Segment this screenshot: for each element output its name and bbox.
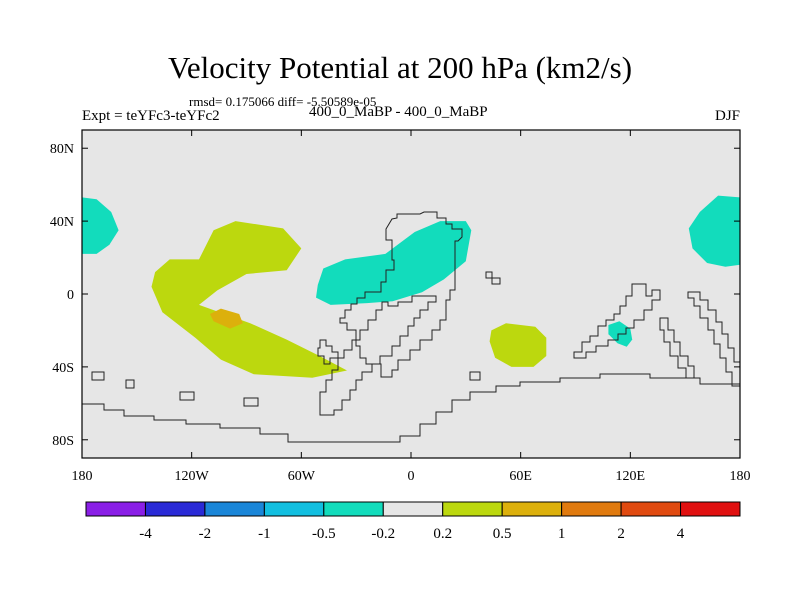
colorbar-swatch-10 [680, 501, 741, 517]
coastlines [82, 211, 741, 443]
colorbar-swatch-2 [204, 501, 265, 517]
coastline-islands [91, 371, 481, 407]
coastline-asia [485, 271, 501, 285]
y-tick-label-4: 80S [52, 434, 74, 449]
colorbar: -4 -2 -1 -0.5 -0.2 0.2 0.5 1 2 4 [85, 501, 741, 542]
colorbar-label-2: -1 [258, 526, 271, 542]
y-tick-label-0: 80N [50, 142, 74, 157]
colorbar-label-3: -0.5 [312, 526, 336, 542]
y-tick-label-2: 0 [67, 288, 74, 303]
colorbar-label-0: -4 [139, 526, 152, 542]
colorbar-swatch-9 [620, 501, 682, 517]
coastline-antarctica [82, 373, 740, 443]
colorbar-swatch-0 [85, 501, 146, 517]
experiment-names: 400_0_MaBP - 400_0_MaBP [309, 104, 488, 120]
colorbar-label-5: 0.2 [433, 526, 452, 542]
colorbar-label-4: -0.2 [371, 526, 395, 542]
x-tick-label-5: 120E [616, 469, 646, 484]
coastline-australia [687, 291, 741, 387]
x-tick-label-0: 180 [72, 469, 93, 484]
colorbar-swatch-5 [382, 501, 444, 517]
colorbar-swatch-1 [144, 501, 206, 517]
stats-line: rmsd= 0.175066 diff= -5.50589e-05 [189, 94, 377, 109]
colorbar-label-6: 0.5 [493, 526, 512, 542]
x-tick-label-6: 180 [730, 469, 751, 484]
x-tick-label-2: 60W [288, 469, 316, 484]
colorbar-swatch-4 [323, 501, 384, 517]
coastline-central-america [317, 339, 339, 365]
x-tick-label-1: 120W [175, 469, 210, 484]
colorbar-swatch-3 [263, 501, 325, 517]
y-tick-label-3: 40S [52, 361, 74, 376]
axis-ticks: 180 120W 60W 0 60E 120E 180 80N 40N 0 40S 80S [50, 130, 751, 484]
x-tick-label-4: 60E [509, 469, 532, 484]
colorbar-label-8: 2 [617, 526, 625, 542]
coastline-south-america [319, 295, 437, 416]
region-5 [489, 323, 547, 367]
colorbar-swatch-6 [442, 501, 503, 517]
region-4 [151, 221, 347, 378]
x-tick-label-3: 0 [408, 469, 415, 484]
region-6 [209, 308, 243, 329]
coastline-europe-africa [339, 211, 463, 378]
chart-title: Velocity Potential at 200 hPa (km2/s) [167, 50, 633, 85]
season-label: DJF [714, 108, 740, 124]
colorbar-label-7: 1 [558, 526, 566, 542]
colorbar-label-9: 4 [677, 526, 685, 542]
colorbar-swatch-7 [501, 501, 563, 517]
coastline-south-asia [573, 283, 661, 359]
y-tick-label-1: 40N [50, 215, 74, 230]
colorbar-swatch-8 [561, 501, 622, 517]
region-1 [688, 195, 740, 267]
experiment-label: Expt = teYFc3-teYFc2 [82, 108, 220, 124]
region-0 [82, 197, 119, 254]
colorbar-label-1: -2 [199, 526, 212, 542]
